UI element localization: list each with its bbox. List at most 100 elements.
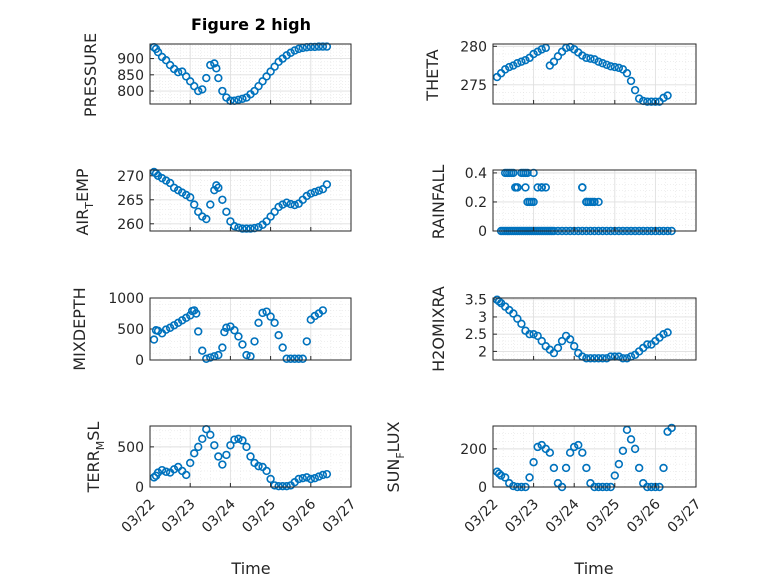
data-point [529,329,538,339]
data-point [594,354,603,363]
data-point [254,461,263,471]
x-tick-label: 03/27 [665,496,705,536]
y-tick-label: 2.5 [465,327,487,343]
data-point [634,463,644,473]
data-point [238,436,247,445]
data-point [553,52,563,61]
axes-frame [492,425,697,488]
data-point [553,343,563,353]
x-tick-label: 03/23 [502,496,542,536]
data-point [537,183,546,192]
axes-frame [492,297,697,361]
data-point [634,94,644,103]
ylabel-air-temp-sub: T [83,202,96,210]
data-point [509,61,518,70]
data-point [181,72,191,81]
data-point [270,318,279,327]
y-tick-label: 0.2 [465,195,487,211]
data-point [598,59,607,68]
data-point [149,473,159,482]
data-point [537,45,546,54]
data-point [314,472,324,481]
data-point [157,465,167,475]
data-point [561,463,571,473]
data-point [270,481,279,490]
data-point [294,474,303,484]
data-point [582,463,591,473]
data-point [238,340,247,349]
y-tick-label: 3.5 [465,293,487,309]
data-point [206,200,215,209]
data-point [525,329,534,339]
subplot-mixdepth: 0 500 1000 [108,291,352,369]
data-point [214,73,223,83]
subplot-rainfall: 0 0.2 0.4 [465,166,697,240]
subplot-theta: 275 280 [460,39,697,106]
data-point [322,180,332,189]
data-point [278,343,287,352]
data-point [242,442,251,452]
x-tick-label: 03/22 [462,496,502,536]
data-point [194,442,203,452]
y-tick-label: 850 [117,68,144,84]
data-point [234,95,243,104]
data-point [626,435,636,444]
x-tick-label: 03/23 [159,496,199,536]
data-point [254,81,263,91]
y-tick-label: 270 [117,169,144,185]
data-point [222,323,231,332]
data-point [659,329,668,339]
data-point [206,353,215,362]
x-tick-label: 03/24 [543,496,583,536]
data-point [505,62,514,72]
data-point [302,337,311,346]
data-point [643,97,652,106]
data-point [537,336,546,346]
data-point [509,481,518,491]
data-point [318,470,328,480]
data-point [533,183,542,192]
data-point [262,307,271,316]
data-point [521,55,530,65]
data-point [198,346,207,355]
data-point [278,200,287,209]
data-point [266,212,275,221]
axes-frame [149,169,352,232]
data-point [230,435,239,444]
data-point [557,336,567,346]
data-point [234,434,243,444]
data-point [618,446,628,455]
data-point [545,448,555,457]
data-point [610,471,619,480]
y-tick-label: 275 [460,78,487,94]
ylabel-sun-rest: LUX [384,421,403,452]
data-point [294,44,303,54]
data-point [509,309,518,318]
x-tick-label: 03/25 [239,496,279,536]
axes-frame [492,43,697,105]
data-point [529,458,538,467]
ylabel-theta: THETA [423,49,442,101]
ylabel-terr-msl: TERRMSL [84,422,107,494]
data-point [578,183,587,192]
data-point [194,327,203,336]
data-point [254,318,263,327]
data-point [153,47,163,57]
data-point [210,59,219,68]
data-point [220,327,229,337]
x-tick-label: 03/24 [199,496,239,536]
data-point [298,354,307,363]
data-point [149,335,159,344]
data-point [177,67,187,76]
y-tick-label: 500 [117,322,144,338]
data-point [165,178,175,188]
data-point [230,221,239,231]
data-point [290,354,299,363]
y-tick-label: 0.4 [465,166,487,182]
ylabel-air-temp-rest: EMP [73,168,92,202]
data-point [569,342,579,351]
x-tick-label: 03/22 [119,496,159,536]
data-point [198,85,207,94]
data-point [274,331,283,340]
data-point [310,473,320,483]
